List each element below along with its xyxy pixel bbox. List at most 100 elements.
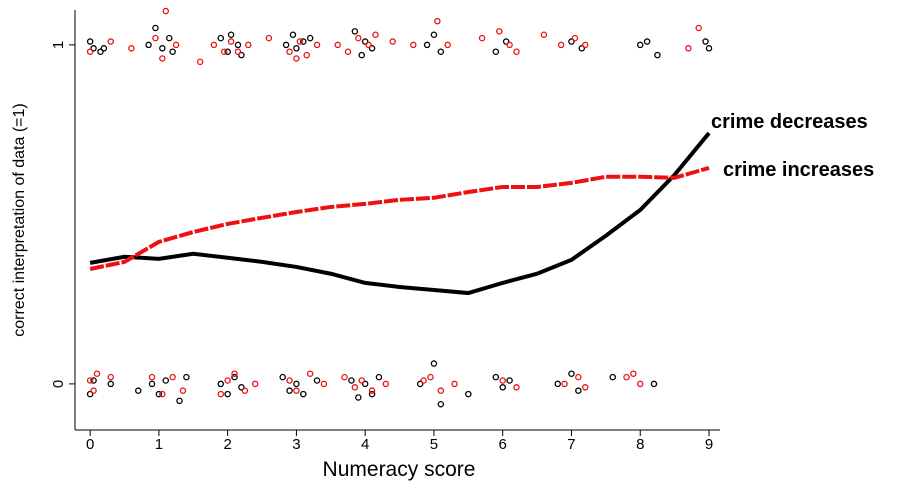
point	[685, 45, 692, 52]
point	[296, 38, 304, 45]
point	[344, 48, 352, 55]
point	[179, 387, 187, 394]
point	[506, 41, 513, 49]
x-tick-label: 5	[430, 436, 438, 453]
point	[444, 41, 451, 49]
point	[148, 380, 156, 388]
point	[420, 377, 427, 384]
point	[286, 387, 293, 394]
point	[351, 28, 359, 35]
point	[251, 380, 259, 388]
x-tick-label: 3	[292, 436, 300, 453]
point	[90, 387, 97, 394]
point	[165, 34, 173, 42]
point	[97, 48, 104, 55]
point	[372, 31, 379, 38]
point	[227, 31, 235, 38]
point	[300, 390, 307, 398]
point	[581, 384, 589, 391]
point	[695, 24, 702, 32]
point	[513, 48, 520, 55]
point	[224, 390, 231, 398]
point	[90, 45, 97, 52]
x-tick-label: 0	[86, 436, 94, 453]
point	[224, 377, 231, 384]
point	[434, 17, 441, 25]
point	[361, 38, 369, 45]
point	[382, 380, 390, 388]
point	[86, 38, 94, 45]
point	[609, 373, 616, 381]
point	[100, 45, 108, 52]
point	[492, 48, 500, 55]
point	[465, 390, 472, 398]
point	[702, 38, 709, 45]
point	[578, 45, 586, 52]
point	[334, 41, 341, 49]
point	[234, 41, 242, 49]
point	[107, 373, 115, 381]
x-tick-label: 2	[223, 436, 231, 453]
point	[159, 390, 166, 398]
point	[506, 377, 513, 384]
point	[389, 38, 396, 45]
x-axis-label: Numeracy score	[323, 458, 476, 481]
point	[90, 377, 97, 384]
point	[169, 373, 176, 381]
point	[650, 380, 658, 388]
point	[705, 45, 713, 52]
point	[265, 34, 273, 42]
point	[654, 51, 661, 59]
point	[183, 373, 190, 381]
point	[341, 373, 348, 381]
point	[107, 380, 115, 388]
point	[427, 373, 434, 381]
point	[355, 394, 362, 401]
point	[575, 387, 582, 394]
point	[135, 387, 142, 394]
point	[513, 384, 520, 391]
point	[499, 384, 506, 391]
point	[282, 41, 290, 49]
point	[581, 41, 589, 49]
point	[217, 34, 225, 42]
x-tick-label: 8	[636, 436, 644, 453]
point	[348, 377, 355, 384]
point	[368, 45, 376, 52]
point	[451, 380, 458, 388]
point	[365, 41, 372, 49]
point	[430, 360, 438, 367]
point	[313, 41, 321, 49]
point	[492, 373, 500, 381]
point	[128, 45, 135, 52]
point	[437, 400, 445, 408]
point	[224, 48, 231, 55]
point	[300, 38, 307, 45]
point	[293, 45, 300, 52]
point	[293, 55, 300, 62]
point	[643, 38, 651, 45]
point	[437, 48, 445, 55]
point	[241, 387, 249, 394]
y-tick-label: 0	[50, 380, 67, 388]
point	[93, 370, 101, 377]
point	[152, 24, 159, 32]
point	[375, 373, 383, 381]
point	[430, 31, 438, 38]
x-tick-label: 1	[155, 436, 163, 453]
point	[238, 384, 245, 391]
point	[176, 397, 183, 405]
point	[286, 48, 293, 55]
point	[554, 380, 561, 388]
point	[410, 41, 417, 49]
point	[416, 380, 424, 388]
point	[303, 51, 310, 59]
point	[145, 41, 152, 49]
point	[238, 51, 245, 59]
y-axis-label: correct interpretation of data (=1)	[11, 103, 28, 336]
point	[499, 377, 506, 384]
point	[636, 380, 644, 388]
point	[155, 390, 163, 398]
point	[227, 38, 235, 45]
point	[557, 41, 565, 49]
